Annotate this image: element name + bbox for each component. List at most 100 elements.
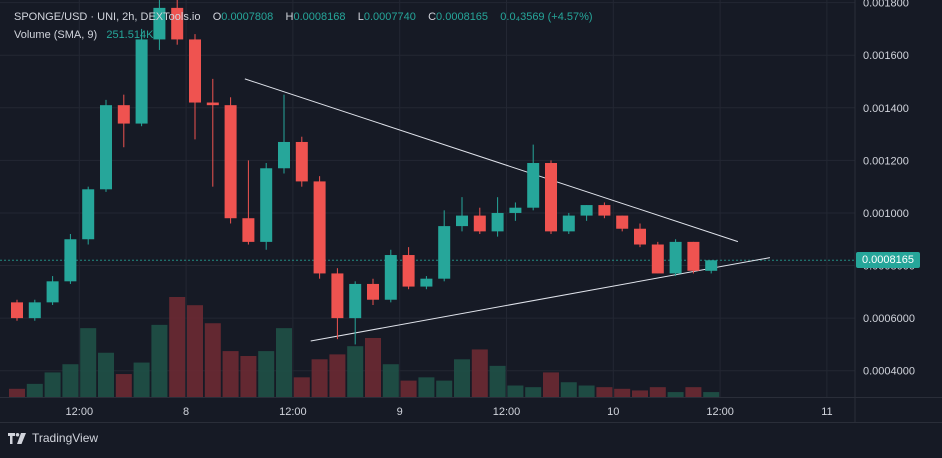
trendline-lower — [310, 257, 771, 342]
tradingview-brand[interactable]: TradingView — [8, 431, 98, 445]
high-label: H — [285, 11, 294, 23]
volume-bar — [400, 380, 417, 397]
candle-body — [82, 189, 95, 240]
candle-body — [687, 241, 700, 271]
low-value: 0.0007740 — [363, 11, 416, 23]
low-label: L — [357, 11, 364, 23]
volume-bar — [347, 346, 364, 397]
volume-bar — [436, 380, 453, 397]
volume-bar — [293, 377, 310, 397]
candle-body — [189, 39, 201, 103]
volume-bar — [649, 387, 666, 397]
candle-body — [616, 215, 629, 229]
candle-body — [580, 205, 593, 216]
ohlc-legend: SPONGE/USD · UNI, 2h, DEXTools.io O0.000… — [14, 11, 593, 23]
candle-body — [46, 281, 59, 303]
volume-bar — [133, 362, 150, 397]
candle-body — [473, 215, 486, 232]
candle-body — [349, 283, 362, 319]
candle-body — [669, 241, 682, 274]
x-tick-label: 12:00 — [66, 406, 94, 418]
volume-bar — [9, 388, 25, 397]
candle-body — [384, 255, 397, 300]
candle-body — [260, 168, 273, 242]
volume-bar — [596, 387, 613, 397]
tradingview-logo-icon — [8, 432, 26, 444]
volume-bar — [543, 372, 559, 397]
volume-bar — [667, 392, 684, 397]
change-value: 0.0₄3569 (+4.57%) — [500, 11, 593, 23]
volume-bar — [471, 349, 488, 397]
y-tick-label: 0.001200 — [863, 155, 909, 167]
close-label: C — [428, 11, 437, 23]
open-label: O — [212, 11, 222, 23]
candle-body — [438, 226, 451, 279]
volume-bar — [632, 390, 648, 397]
y-tick-label: 0.0004000 — [863, 366, 915, 378]
volume-value: 251.514K — [106, 29, 154, 41]
x-tick-label: 9 — [397, 406, 403, 418]
candle-body — [545, 163, 557, 232]
brand-label: TradingView — [32, 431, 99, 445]
volume-bar — [454, 359, 470, 397]
x-tick-label: 10 — [607, 406, 619, 418]
y-tick-label: 0.001800 — [863, 0, 909, 10]
candle-body — [562, 215, 575, 232]
volume-bar — [382, 364, 399, 397]
close-value: 0.0008165 — [436, 11, 489, 23]
volume-bar — [489, 365, 506, 397]
candle-body — [11, 302, 23, 319]
y-tick-label: 0.0006000 — [863, 313, 915, 325]
candle-body — [117, 105, 130, 124]
volume-bar — [169, 297, 186, 397]
candle-body — [313, 181, 326, 274]
candle-body — [598, 205, 611, 216]
volume-bar — [703, 392, 720, 397]
volume-bar — [685, 387, 702, 397]
volume-bar — [44, 372, 61, 397]
candle-body — [367, 283, 379, 300]
y-tick-label: 0.001400 — [863, 103, 909, 115]
candle-body — [206, 102, 219, 106]
x-tick-label: 12:00 — [279, 406, 307, 418]
x-tick-label: 11 — [821, 406, 832, 418]
x-tick-label: 12:00 — [706, 406, 734, 418]
volume-bar — [98, 352, 114, 397]
candle-body — [509, 207, 522, 213]
candle-body — [28, 302, 41, 319]
volume-bar — [151, 324, 168, 397]
y-tick-label: 0.001600 — [863, 50, 909, 62]
volume-bar — [187, 305, 203, 397]
symbol-label: SPONGE/USD · UNI, 2h, DEXTools.io — [14, 11, 201, 23]
x-tick-label: 8 — [183, 406, 189, 418]
candle-body — [456, 215, 468, 227]
candle-body — [100, 105, 112, 190]
y-tick-label: 0.001000 — [863, 208, 909, 220]
candle-body — [527, 163, 540, 208]
volume-bar — [115, 374, 132, 397]
candle-body — [420, 278, 433, 287]
candle-body — [402, 255, 415, 287]
last-price-tag: 0.0008165 — [856, 252, 920, 269]
candle-body — [135, 39, 148, 124]
candle-body — [224, 105, 237, 219]
candle-body — [295, 141, 308, 182]
open-value: 0.0007808 — [221, 11, 274, 23]
candle-body — [242, 218, 255, 242]
volume-bar — [276, 328, 292, 397]
volume-bar — [62, 364, 79, 397]
candle-body — [491, 212, 504, 232]
candle-body — [153, 7, 166, 40]
candle-body — [331, 273, 344, 319]
trendline-upper — [244, 78, 739, 243]
volume-legend: Volume (SMA, 9) 251.514K — [14, 29, 153, 41]
volume-bar — [365, 337, 381, 397]
volume-bar — [329, 354, 346, 397]
volume-bar — [525, 387, 542, 397]
volume-label: Volume (SMA, 9) — [14, 29, 98, 41]
candle-body — [171, 7, 184, 40]
candle-body — [705, 260, 718, 271]
volume-bar — [240, 356, 257, 397]
